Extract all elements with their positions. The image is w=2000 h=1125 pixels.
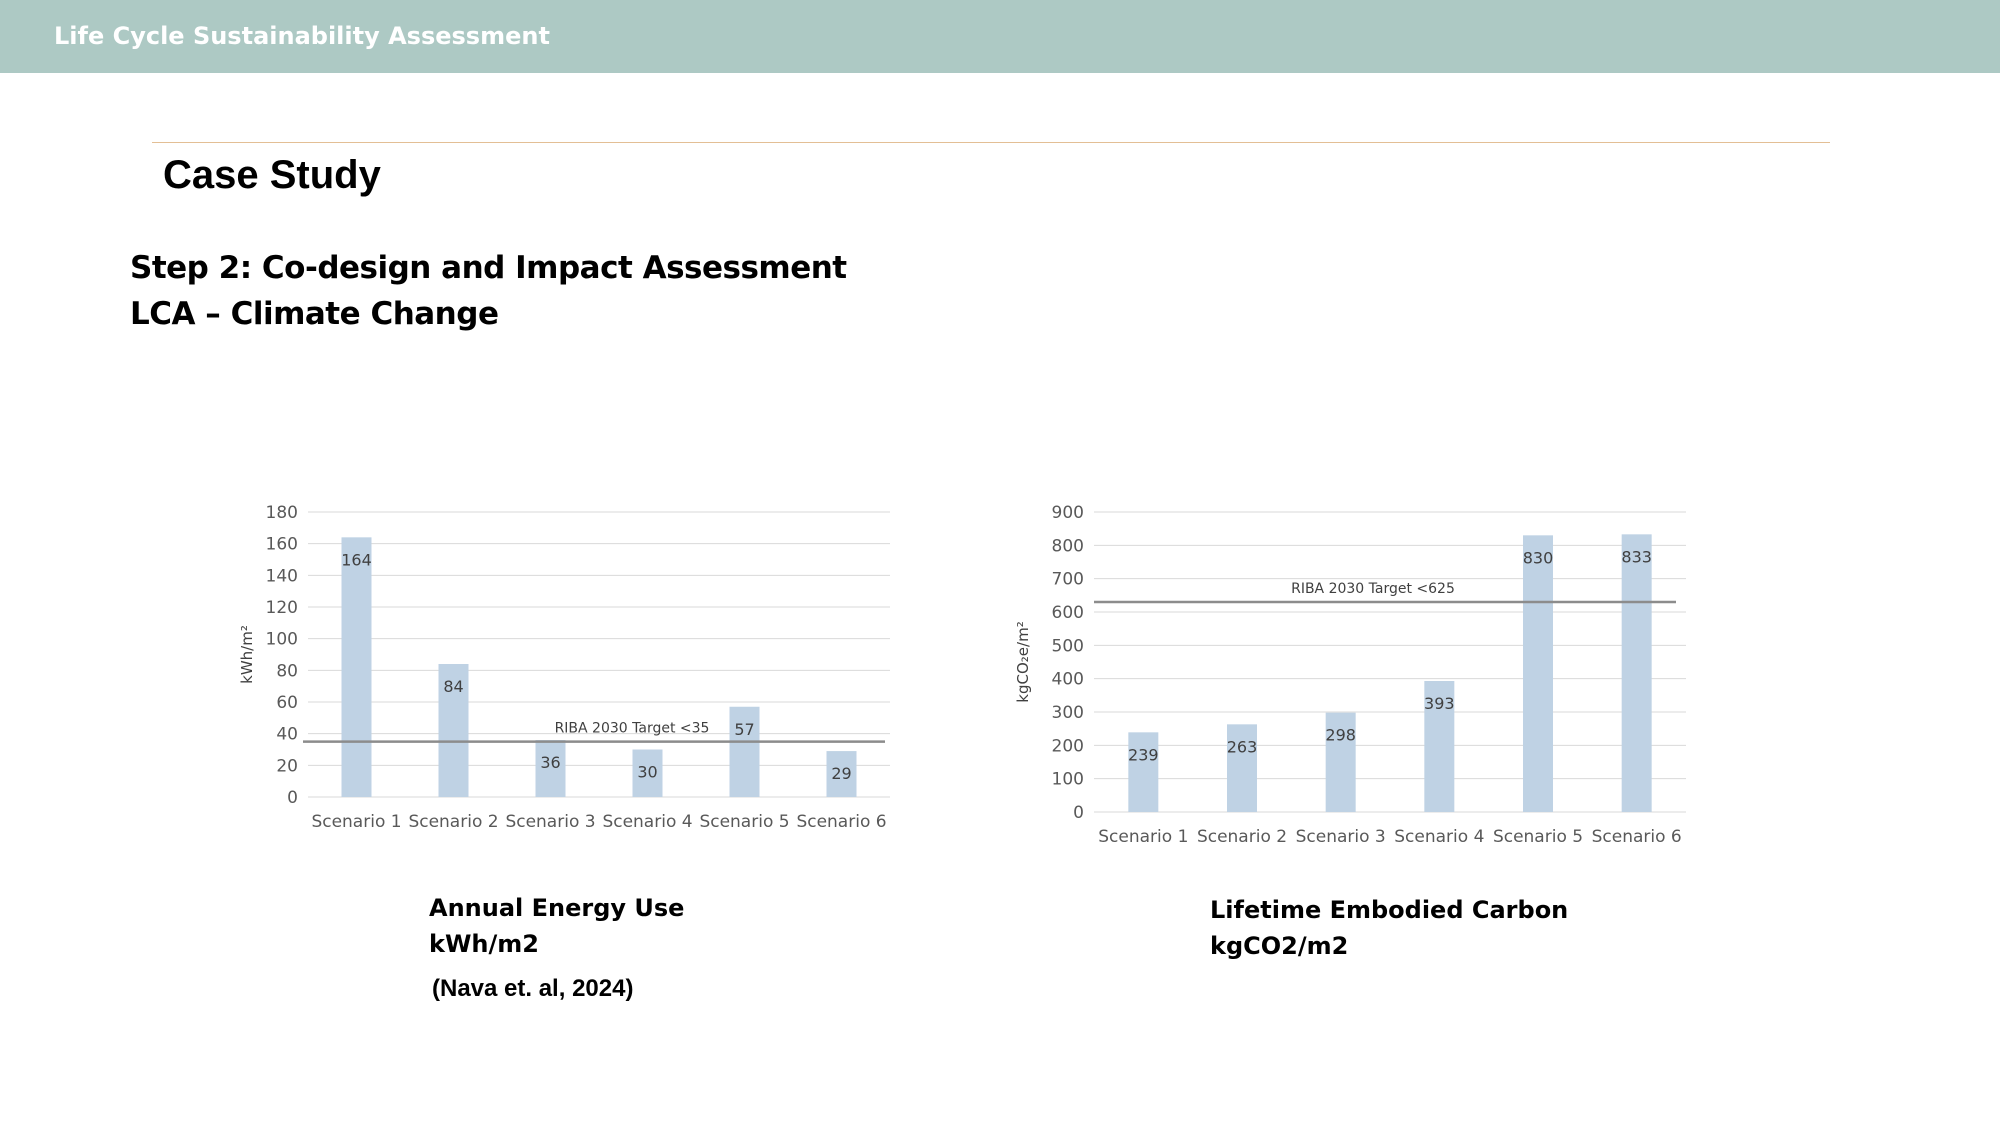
data-label: 36 [540, 753, 560, 772]
header-bar: Life Cycle Sustainability Assessment [0, 0, 2000, 73]
y-tick-label: 180 [266, 503, 298, 523]
bar [632, 749, 663, 797]
bar [535, 740, 566, 797]
embodied-carbon-chart: 0 100 200 300 400 500 600 700 800 900 kgCO₂e/m² 239… [1014, 503, 1686, 847]
y-tick-label: 120 [266, 598, 298, 618]
citation: (Nava et. al, 2024) [432, 975, 634, 1002]
bar [1128, 732, 1159, 812]
x-tick-label: Scenario 4 [602, 812, 692, 832]
carbon-caption-title: Lifetime Embodied Carbon [1210, 896, 1569, 924]
page-title: Case Study [163, 153, 381, 197]
target-label: RIBA 2030 Target <35 [555, 721, 710, 737]
bar [826, 751, 857, 797]
data-label: 84 [443, 677, 463, 696]
y-tick-label: 160 [266, 535, 298, 555]
y-tick-label: 20 [276, 756, 298, 776]
header-title: Life Cycle Sustainability Assessment [54, 22, 550, 50]
data-label: 57 [734, 720, 754, 739]
x-tick-label: Scenario 6 [1592, 827, 1682, 847]
data-label: 29 [831, 764, 851, 783]
x-tick-label: Scenario 1 [311, 812, 401, 832]
y-tick-label: 200 [1052, 736, 1084, 756]
y-tick-label: 900 [1052, 503, 1084, 523]
carbon-caption-unit: kgCO2/m2 [1210, 932, 1349, 960]
y-axis-label: kWh/m² [238, 625, 256, 684]
y-tick-label: 0 [287, 788, 298, 808]
y-axis-label: kgCO₂e/m² [1014, 621, 1032, 702]
bar [1621, 534, 1652, 812]
bar [341, 537, 372, 797]
data-label: 164 [341, 550, 372, 569]
x-tick-label: Scenario 5 [699, 812, 789, 832]
y-tick-label: 600 [1052, 603, 1084, 623]
x-tick-label: Scenario 2 [1197, 827, 1287, 847]
y-tick-label: 300 [1052, 703, 1084, 723]
y-tick-label: 100 [266, 630, 298, 650]
data-label: 298 [1325, 726, 1356, 745]
data-label: 833 [1621, 547, 1652, 566]
bar [1424, 681, 1455, 812]
x-tick-label: Scenario 2 [408, 812, 498, 832]
bar [1523, 535, 1553, 812]
x-tick-label: Scenario 4 [1394, 827, 1484, 847]
step-heading: Step 2: Co-design and Impact Assessment [130, 250, 847, 286]
data-label: 263 [1227, 737, 1258, 756]
target-label: RIBA 2030 Target <625 [1291, 581, 1455, 597]
bar [729, 706, 760, 797]
title-rule [152, 142, 1830, 143]
y-tick-label: 400 [1052, 670, 1084, 690]
carbon-caption: Lifetime Embodied Carbon kgCO2/m2 [1210, 892, 1568, 964]
energy-caption-unit: kWh/m2 [429, 930, 539, 958]
x-tick-label: Scenario 5 [1493, 827, 1583, 847]
data-label: 830 [1523, 548, 1554, 567]
energy-caption-title: Annual Energy Use [429, 894, 685, 922]
step-subheading: LCA – Climate Change [130, 296, 499, 332]
x-tick-label: Scenario 6 [796, 812, 886, 832]
y-tick-label: 140 [266, 566, 298, 586]
x-tick-label: Scenario 3 [1296, 827, 1386, 847]
data-label: 239 [1128, 745, 1159, 764]
y-tick-label: 80 [276, 661, 298, 681]
bar [1227, 724, 1257, 812]
data-label: 393 [1424, 694, 1455, 713]
x-tick-label: Scenario 1 [1098, 827, 1188, 847]
y-tick-label: 700 [1052, 570, 1084, 590]
bar [1325, 712, 1356, 812]
bar [438, 664, 469, 797]
data-label: 30 [637, 763, 657, 782]
y-tick-label: 60 [276, 693, 298, 713]
y-tick-label: 500 [1052, 636, 1084, 656]
energy-use-chart: 0 20 40 60 80 100 120 140 160 180 kWh/m² 164 Scenari… [238, 503, 890, 832]
y-tick-label: 800 [1052, 536, 1084, 556]
x-tick-label: Scenario 3 [505, 812, 595, 832]
y-tick-label: 0 [1073, 803, 1084, 823]
y-tick-label: 40 [276, 725, 298, 745]
y-tick-label: 100 [1052, 770, 1084, 790]
energy-caption: Annual Energy Use kWh/m2 [429, 890, 684, 962]
